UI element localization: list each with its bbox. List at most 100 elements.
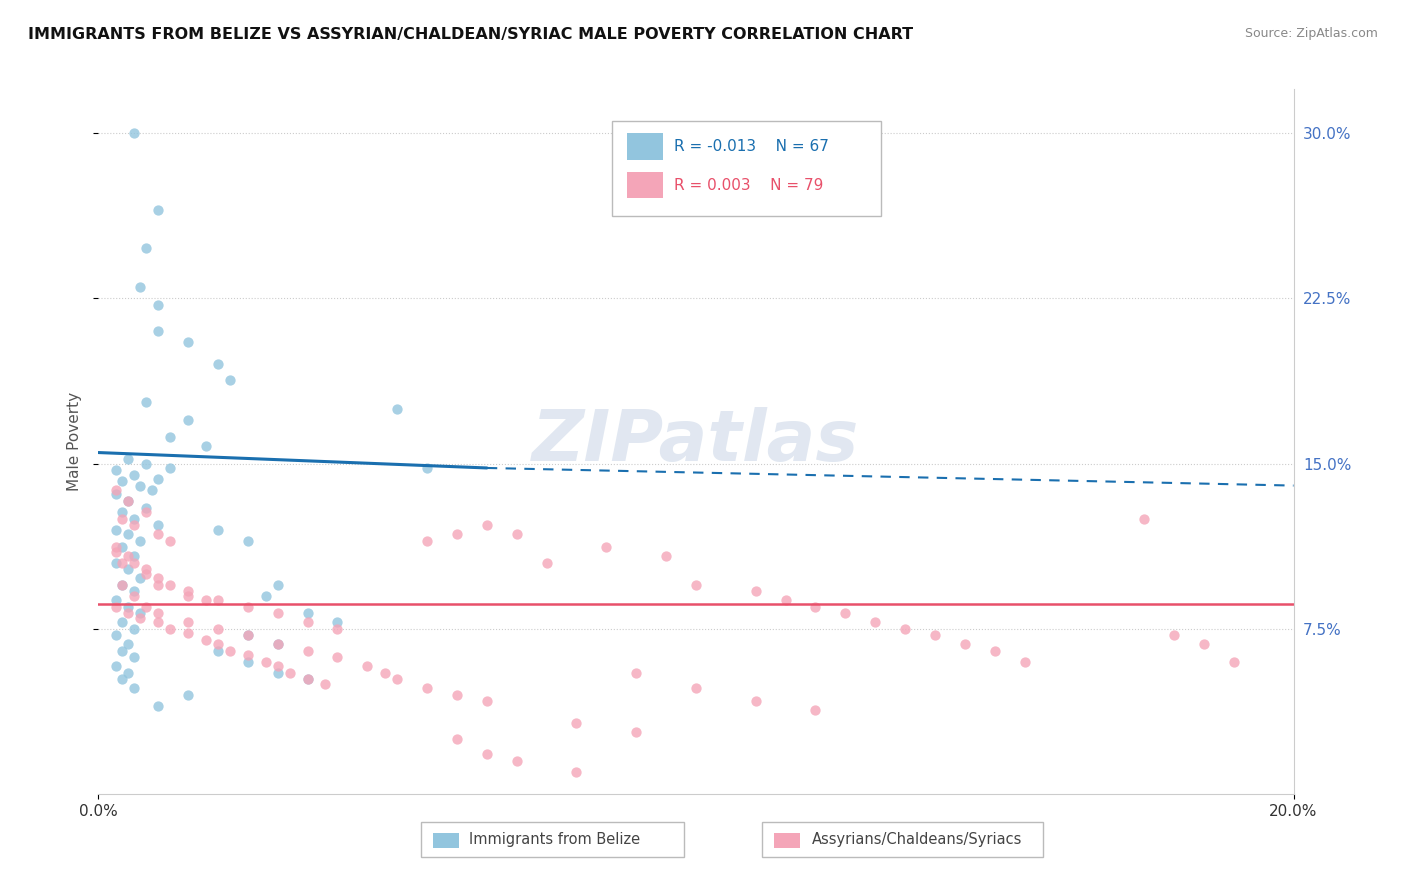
Point	[105, 544, 128, 558]
Point	[135, 457, 157, 471]
Point	[117, 599, 139, 614]
Text: Immigrants from Belize: Immigrants from Belize	[470, 832, 640, 847]
Point	[804, 703, 827, 717]
Point	[124, 589, 146, 603]
Point	[236, 655, 259, 669]
Point	[267, 637, 290, 651]
Point	[207, 358, 229, 372]
Point	[254, 655, 277, 669]
Point	[148, 325, 170, 339]
Point	[117, 452, 139, 467]
Text: R = 0.003    N = 79: R = 0.003 N = 79	[675, 178, 824, 193]
Point	[159, 430, 181, 444]
Point	[416, 461, 439, 475]
Point	[565, 716, 588, 731]
Point	[1014, 655, 1036, 669]
Point	[177, 626, 200, 640]
Point	[236, 628, 259, 642]
Point	[111, 644, 134, 658]
Point	[278, 665, 301, 680]
Point	[385, 401, 409, 416]
Point	[124, 650, 146, 665]
Point	[219, 373, 242, 387]
Point	[236, 648, 259, 662]
Point	[685, 681, 707, 696]
Point	[148, 698, 170, 713]
Point	[177, 688, 200, 702]
Point	[385, 673, 409, 687]
Point	[745, 584, 768, 599]
Point	[326, 622, 349, 636]
FancyBboxPatch shape	[613, 121, 882, 216]
Point	[124, 126, 146, 140]
Text: Assyrians/Chaldeans/Syriacs: Assyrians/Chaldeans/Syriacs	[811, 832, 1022, 847]
Point	[148, 527, 170, 541]
Point	[1192, 637, 1215, 651]
Point	[148, 571, 170, 585]
Point	[105, 556, 128, 570]
Point	[475, 694, 498, 708]
Point	[111, 673, 134, 687]
Point	[135, 395, 157, 409]
Point	[129, 533, 152, 548]
Point	[129, 610, 152, 624]
Point	[111, 541, 134, 555]
Point	[267, 659, 290, 673]
Point	[315, 677, 337, 691]
Point	[105, 463, 128, 477]
Point	[177, 584, 200, 599]
Point	[374, 665, 396, 680]
Point	[105, 523, 128, 537]
Point	[446, 527, 468, 541]
Point	[177, 615, 200, 629]
Point	[685, 577, 707, 591]
Point	[117, 562, 139, 576]
Point	[129, 280, 152, 294]
Point	[129, 571, 152, 585]
Point	[117, 494, 139, 508]
Point	[135, 241, 157, 255]
Point	[141, 483, 163, 497]
Point	[595, 541, 617, 555]
Point	[924, 628, 946, 642]
Point	[267, 637, 290, 651]
Bar	[627, 133, 662, 160]
Point	[124, 549, 146, 563]
Point	[207, 644, 229, 658]
Point	[124, 584, 146, 599]
Point	[159, 533, 181, 548]
Point	[506, 527, 529, 541]
Point	[159, 461, 181, 475]
Point	[1163, 628, 1185, 642]
Point	[111, 556, 134, 570]
Point	[804, 599, 827, 614]
Point	[267, 577, 290, 591]
Point	[159, 577, 181, 591]
Point	[326, 615, 349, 629]
Point	[148, 518, 170, 533]
Point	[148, 615, 170, 629]
Point	[117, 637, 139, 651]
Point	[416, 681, 439, 696]
Point	[124, 467, 146, 482]
Point	[117, 549, 139, 563]
Point	[124, 511, 146, 525]
Point	[129, 607, 152, 621]
Point	[865, 615, 887, 629]
Point	[117, 665, 139, 680]
Y-axis label: Male Poverty: Male Poverty	[66, 392, 82, 491]
Point	[775, 593, 797, 607]
Point	[111, 511, 134, 525]
Point	[297, 607, 319, 621]
Text: R = -0.013    N = 67: R = -0.013 N = 67	[675, 139, 830, 153]
Point	[148, 472, 170, 486]
Point	[148, 607, 170, 621]
Point	[195, 593, 218, 607]
Point	[475, 518, 498, 533]
Point	[356, 659, 378, 673]
Point	[135, 599, 157, 614]
Point	[297, 615, 319, 629]
Point	[953, 637, 976, 651]
Point	[506, 754, 529, 768]
Point	[105, 487, 128, 501]
